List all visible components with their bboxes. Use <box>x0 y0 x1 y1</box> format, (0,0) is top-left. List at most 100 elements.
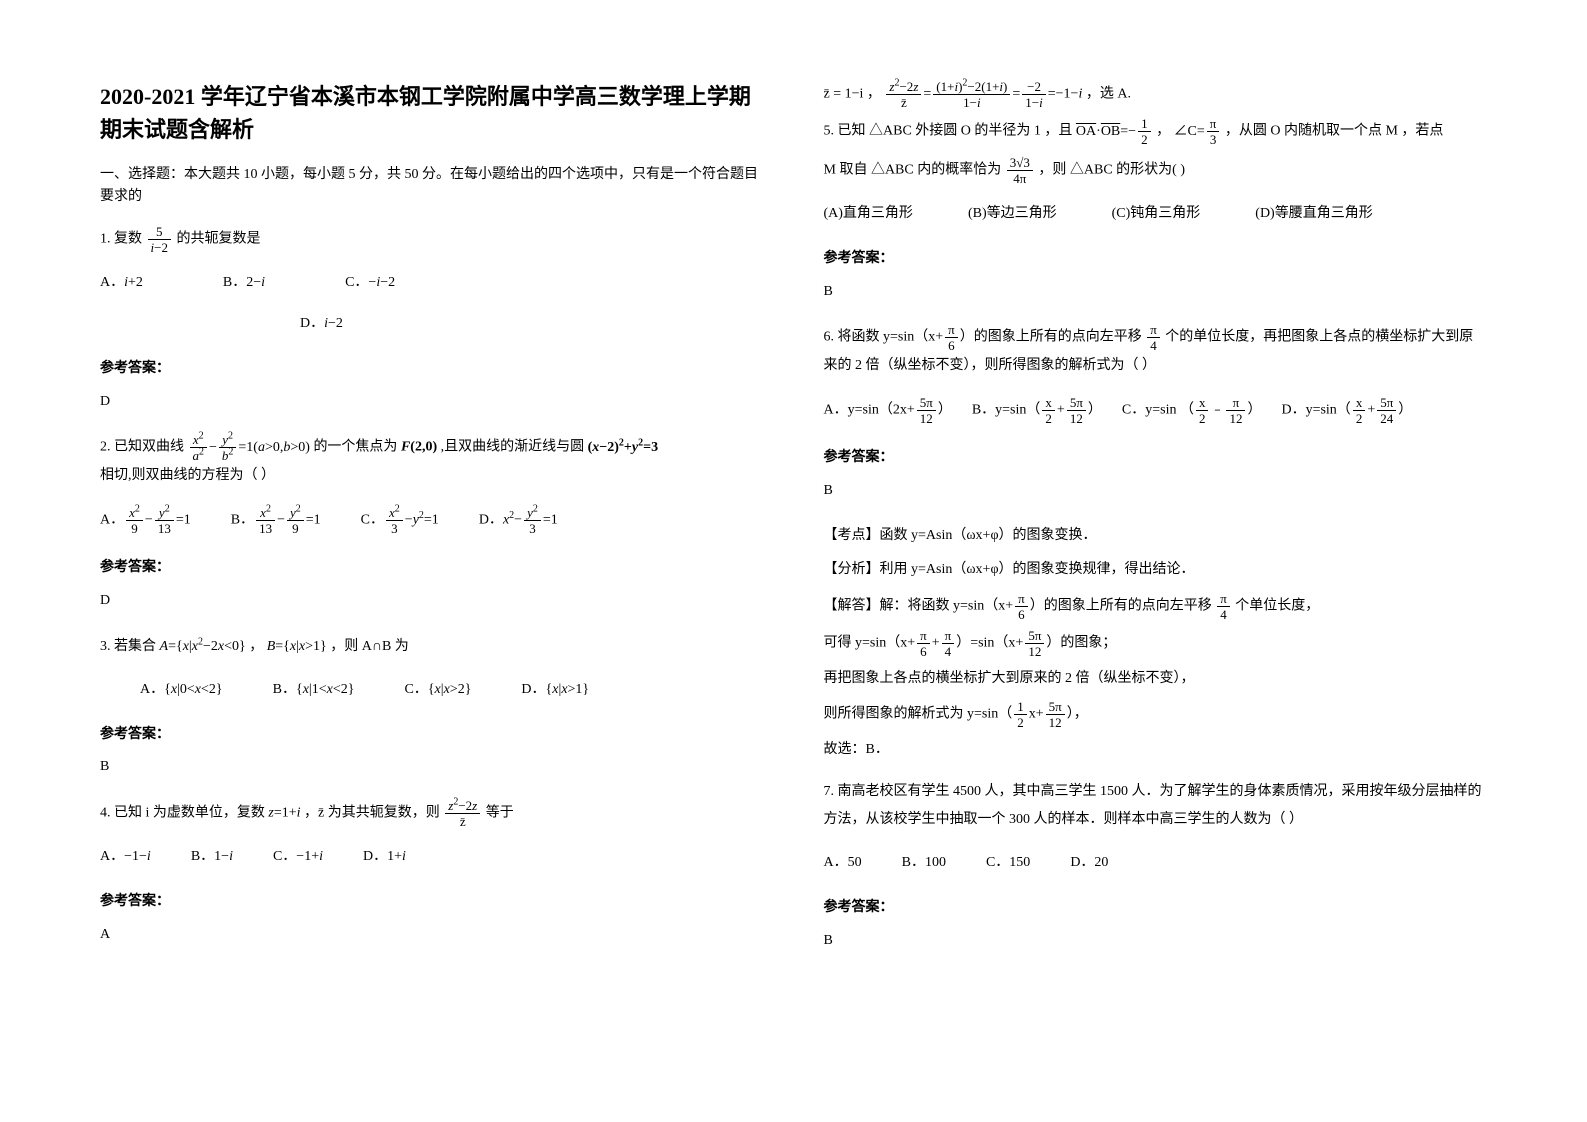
question-4: 4. 已知 i 为虚数单位，复数 z=1+i ，z̄ 为其共轭复数，则 z2−2… <box>100 799 764 828</box>
q7-optB: B．100 <box>902 850 946 875</box>
q4-exp-prefix: z̄ = 1−i ， <box>824 87 881 102</box>
q4-suffix: 等于 <box>486 806 514 821</box>
q4-exp-f1: z2−2zz̄ <box>886 80 921 109</box>
q2-mid2: ,且双曲线的渐近线与圆 <box>441 440 585 455</box>
q1-stem-suffix: 的共轭复数是 <box>176 232 260 247</box>
q6-prefix: 6. 将函数 y=sin（x+ <box>824 330 944 345</box>
q3-optD: D．{x|x>1} <box>521 677 589 702</box>
q3-optC: C．{x|x>2} <box>404 677 471 702</box>
q6-mid: ）的图象上所有的点向左平移 <box>960 330 1146 345</box>
q5-optB: (B)等边三角形 <box>968 201 1057 226</box>
q4-answer-label: 参考答案： <box>100 889 764 916</box>
q3-optB: B．{x|1<x<2} <box>273 677 355 702</box>
question-2: 2. 已知双曲线 x2a2−y2b2=1(a>0,b>0) 的一个焦点为 F(2… <box>100 433 764 490</box>
q4-options: A．−1−i B．1−i C．−1+i D．1+i <box>100 844 764 869</box>
q3-prefix: 3. 若集合 <box>100 639 160 654</box>
q4-prefix: 4. 已知 i 为虚数单位，复数 <box>100 806 268 821</box>
question-5-line2: M 取自 △ABC 内的概率恰为 3√34π ，则 △ABC 的形状为( ) <box>824 156 1488 185</box>
q4-exp-f2: (1+i)2−2(1+i)1−i <box>933 80 1010 109</box>
q7-optA: A．50 <box>824 850 862 875</box>
q7-optD: D．20 <box>1070 850 1108 875</box>
q6-fenxi: 【分析】利用 y=Asin（ωx+φ）的图象变换规律，得出结论． <box>824 557 1488 584</box>
question-5: 5. 已知 △ABC 外接圆 O 的半径为 1 ，且 OA·OB=−12 ， ∠… <box>824 117 1488 146</box>
q1-stem-prefix: 1. 复数 <box>100 232 142 247</box>
q2-answer-label: 参考答案： <box>100 555 764 582</box>
document-title: 2020-2021 学年辽宁省本溪市本钢工学院附属中学高三数学理上学期期末试题含… <box>100 80 764 146</box>
q6-jieda-3: 再把图象上各点的横坐标扩大到原来的 2 倍（纵坐标不变）， <box>824 666 1488 693</box>
q7-answer-label: 参考答案： <box>824 895 1488 922</box>
q5-prob: 3√34π <box>1007 156 1033 185</box>
section-header: 一、选择题：本大题共 10 小题，每小题 5 分，共 50 分。在每小题给出的四… <box>100 164 764 209</box>
q1-optA: A．i+2 <box>100 270 143 295</box>
q4-answer: A <box>100 922 764 949</box>
q4-explanation: z̄ = 1−i ， z2−2zz̄=(1+i)2−2(1+i)1−i=−21−… <box>824 80 1488 109</box>
q4-z: z=1+i <box>268 806 300 821</box>
q1-optD: D．i−2 <box>300 311 343 336</box>
q1-options-row2: D．i−2 <box>300 311 764 336</box>
q6-answer-label: 参考答案： <box>824 445 1488 472</box>
q7-options: A．50 B．100 C．150 D．20 <box>824 850 1488 875</box>
q5-prefix: 5. 已知 △ABC 外接圆 O 的半径为 1 ，且 <box>824 124 1076 139</box>
q2-optD: D．x2−y23=1 <box>479 506 558 535</box>
q1-answer: D <box>100 389 764 416</box>
q5-optC: (C)钝角三角形 <box>1112 201 1201 226</box>
q5-options: (A)直角三角形 (B)等边三角形 (C)钝角三角形 (D)等腰直角三角形 <box>824 201 1488 226</box>
q5-optD: (D)等腰直角三角形 <box>1255 201 1372 226</box>
q4-optB: B．1−i <box>191 844 233 869</box>
q2-optC: C．x23−y2=1 <box>361 506 439 535</box>
q5-angle: ∠C=π3 <box>1174 124 1222 139</box>
question-3: 3. 若集合 A={x|x2−2x<0} ， B={x|x>1} ，则 A∩B … <box>100 633 764 661</box>
q7-answer: B <box>824 928 1488 955</box>
q6-optA: A．y=sin（2x+5π12） <box>824 396 952 425</box>
q3-answer-label: 参考答案： <box>100 722 764 749</box>
q4-mid: ，z̄ 为其共轭复数，则 <box>304 806 443 821</box>
q4-exp-suffix: ，选 A. <box>1086 87 1131 102</box>
q5-optA: (A)直角三角形 <box>824 201 913 226</box>
q6-jieda-2: 可得 y=sin（x+π6+π4）=sin（x+5π12）的图象； <box>824 629 1488 658</box>
q6-guxuan: 故选：B． <box>824 737 1488 764</box>
q5-mid2: ，从圆 O 内随机取一个点 M ，若点 <box>1225 124 1444 139</box>
q3-setB: B={x|x>1} <box>267 639 327 654</box>
right-column: z̄ = 1−i ， z2−2zz̄=(1+i)2−2(1+i)1−i=−21−… <box>824 80 1488 1082</box>
q3-options: A．{x|0<x<2} B．{x|1<x<2} C．{x|x>2} D．{x|x… <box>140 677 764 702</box>
q5-answer-label: 参考答案： <box>824 246 1488 273</box>
q6-answer: B <box>824 478 1488 505</box>
q2-options: A．x29−y213=1 B．x213−y29=1 C．x23−y2=1 D．x… <box>100 506 764 535</box>
q1-fraction: 5i−2 <box>148 225 171 254</box>
q1-optB: B．2−i <box>223 270 265 295</box>
q3-mid: ， <box>249 639 263 654</box>
q5-answer: B <box>824 279 1488 306</box>
q3-suffix: ，则 A∩B 为 <box>330 639 409 654</box>
q5-dot: OA·OB=−12 <box>1076 124 1153 139</box>
q2-optB: B．x213−y29=1 <box>231 506 321 535</box>
q6-optC: C．y=sin （x2﹣π12） <box>1122 396 1262 425</box>
question-1: 1. 复数 5i−2 的共轭复数是 <box>100 225 764 254</box>
left-column: 2020-2021 学年辽宁省本溪市本钢工学院附属中学高三数学理上学期期末试题含… <box>100 80 764 1082</box>
question-7: 7. 南高老校区有学生 4500 人，其中高三学生 1500 人．为了解学生的身… <box>824 778 1488 834</box>
q6-kaodian: 【考点】函数 y=Asin（ωx+φ）的图象变换． <box>824 523 1488 550</box>
q2-circle: (x−2)2+y2=3 <box>588 440 659 455</box>
q1-optC: C．−i−2 <box>345 270 395 295</box>
q6-options: A．y=sin（2x+5π12） B．y=sin（x2+5π12） C．y=si… <box>824 396 1488 425</box>
q2-eq: x2a2−y2b2=1(a>0,b>0) <box>188 440 310 455</box>
q2-focus: F(2,0) <box>401 440 437 455</box>
q7-optC: C．150 <box>986 850 1030 875</box>
q4-exp-f3: −21−i <box>1022 80 1045 109</box>
q3-answer: B <box>100 754 764 781</box>
q2-answer: D <box>100 588 764 615</box>
q4-optC: C．−1+i <box>273 844 323 869</box>
q6-optB: B．y=sin（x2+5π12） <box>972 396 1102 425</box>
q3-setA: A={x|x2−2x<0} <box>160 639 246 654</box>
q5-l2-prefix: M 取自 △ABC 内的概率恰为 <box>824 163 1005 178</box>
q6-jieda-1: 【解答】解：将函数 y=sin（x+π6）的图象上所有的点向左平移 π4 个单位… <box>824 592 1488 621</box>
q2-optA: A．x29−y213=1 <box>100 506 191 535</box>
q5-mid1: ， <box>1156 124 1170 139</box>
q2-mid1: 的一个焦点为 <box>313 440 397 455</box>
q4-optD: D．1+i <box>363 844 406 869</box>
q1-options: A．i+2 B．2−i C．−i−2 <box>100 270 764 295</box>
q2-prefix: 2. 已知双曲线 <box>100 440 184 455</box>
question-6: 6. 将函数 y=sin（x+π6）的图象上所有的点向左平移 π4 个的单位长度… <box>824 323 1488 380</box>
q6-optD: D．y=sin（x2+5π24） <box>1281 396 1412 425</box>
q3-optA: A．{x|0<x<2} <box>140 677 223 702</box>
q1-answer-label: 参考答案： <box>100 356 764 383</box>
